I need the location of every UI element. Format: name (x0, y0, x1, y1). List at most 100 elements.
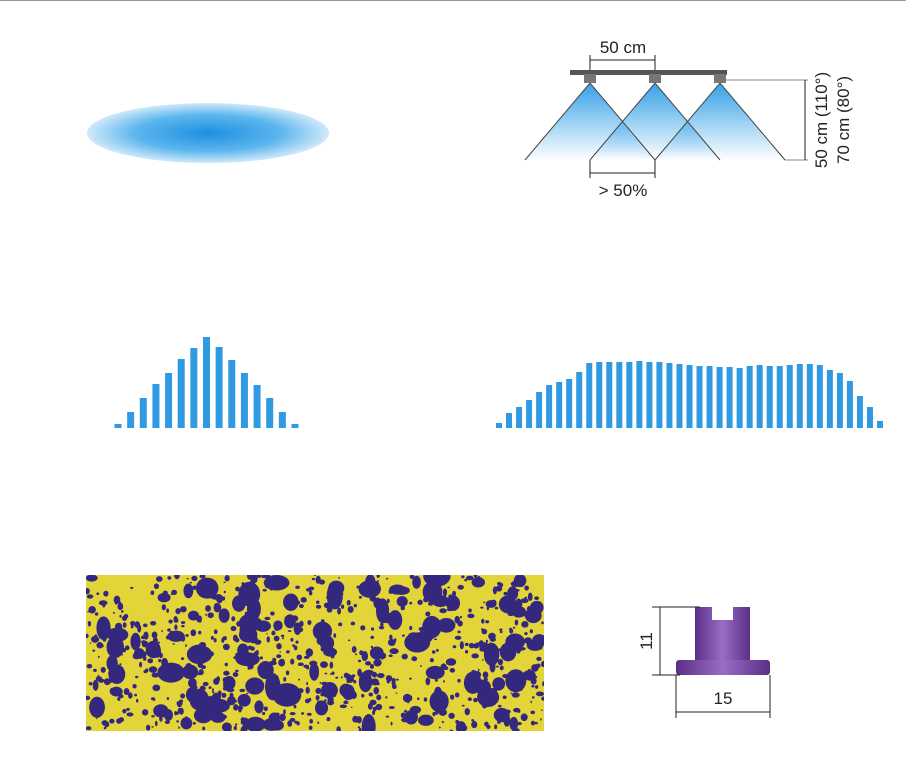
droplet (151, 672, 160, 678)
droplet (492, 586, 498, 595)
droplet (350, 621, 356, 626)
droplet (536, 656, 542, 662)
droplet (448, 712, 455, 719)
droplet (283, 593, 299, 611)
droplet (315, 695, 320, 701)
droplet (185, 686, 200, 703)
droplet (524, 632, 528, 636)
droplet (494, 606, 499, 610)
droplet (185, 633, 189, 637)
droplet (337, 607, 342, 615)
droplet (376, 694, 382, 701)
distribution-bar (606, 362, 613, 428)
droplet (423, 697, 428, 702)
droplet (123, 614, 129, 619)
droplet (293, 622, 302, 635)
droplet (117, 696, 121, 701)
droplet (287, 687, 292, 690)
droplet (227, 696, 236, 706)
droplet (166, 608, 169, 613)
droplet (483, 601, 485, 604)
distribution-bar (636, 361, 643, 428)
droplet (434, 686, 442, 698)
droplet (176, 700, 183, 707)
droplet (287, 720, 293, 727)
droplet (96, 592, 100, 596)
droplet (311, 577, 316, 581)
droplet (152, 684, 161, 692)
droplet (168, 619, 173, 624)
droplet (213, 638, 217, 643)
distribution-bar (496, 423, 502, 428)
droplet (330, 647, 335, 652)
droplet (252, 616, 256, 619)
droplet (517, 709, 521, 713)
droplet (273, 635, 280, 642)
droplet (539, 601, 542, 604)
nozzle-base (676, 660, 770, 675)
droplet (233, 725, 237, 731)
distributions (114, 337, 883, 428)
droplet (490, 599, 497, 606)
droplet (404, 709, 408, 713)
droplet (189, 581, 192, 584)
droplet (126, 712, 134, 717)
droplet (530, 700, 532, 704)
droplet (154, 720, 158, 727)
droplet (519, 647, 526, 651)
droplet (169, 630, 175, 638)
droplet (358, 595, 363, 599)
droplet (289, 711, 296, 716)
droplet (401, 634, 405, 637)
droplet (198, 669, 204, 676)
droplet (534, 596, 540, 601)
distribution-bar (516, 407, 523, 428)
droplet (271, 630, 276, 636)
droplet (461, 575, 465, 579)
droplet (499, 642, 517, 662)
droplet (109, 718, 115, 724)
droplet (366, 681, 370, 687)
droplet (472, 678, 476, 682)
droplet (262, 588, 267, 592)
droplet (296, 721, 300, 726)
droplet (180, 693, 186, 699)
droplet (118, 601, 122, 606)
droplet (467, 697, 472, 701)
droplet (191, 575, 198, 582)
droplet (192, 585, 197, 590)
droplet (338, 576, 340, 579)
droplet (106, 627, 129, 642)
droplet (195, 577, 219, 599)
distribution-bar (786, 365, 793, 428)
droplet (86, 633, 89, 639)
droplet (433, 638, 438, 641)
droplet (368, 692, 373, 697)
droplet (202, 681, 209, 687)
droplet (357, 668, 362, 677)
droplet (320, 646, 328, 652)
droplet (512, 728, 516, 731)
droplet (438, 726, 441, 729)
droplet (471, 653, 479, 659)
droplet (338, 622, 343, 627)
droplet (502, 695, 507, 700)
droplet (473, 697, 478, 703)
droplet (86, 663, 93, 669)
droplet (291, 615, 299, 622)
droplet (343, 672, 349, 679)
droplet (210, 635, 214, 640)
droplet (480, 628, 484, 631)
droplet (250, 579, 256, 583)
droplet (351, 674, 356, 678)
droplet (207, 612, 214, 619)
droplet (202, 726, 206, 731)
droplet (157, 577, 160, 580)
droplet (151, 631, 158, 639)
droplet (123, 688, 130, 696)
droplet (534, 685, 539, 689)
droplet (279, 713, 286, 722)
droplet (464, 708, 470, 716)
droplet (130, 620, 136, 626)
droplet (514, 619, 519, 626)
